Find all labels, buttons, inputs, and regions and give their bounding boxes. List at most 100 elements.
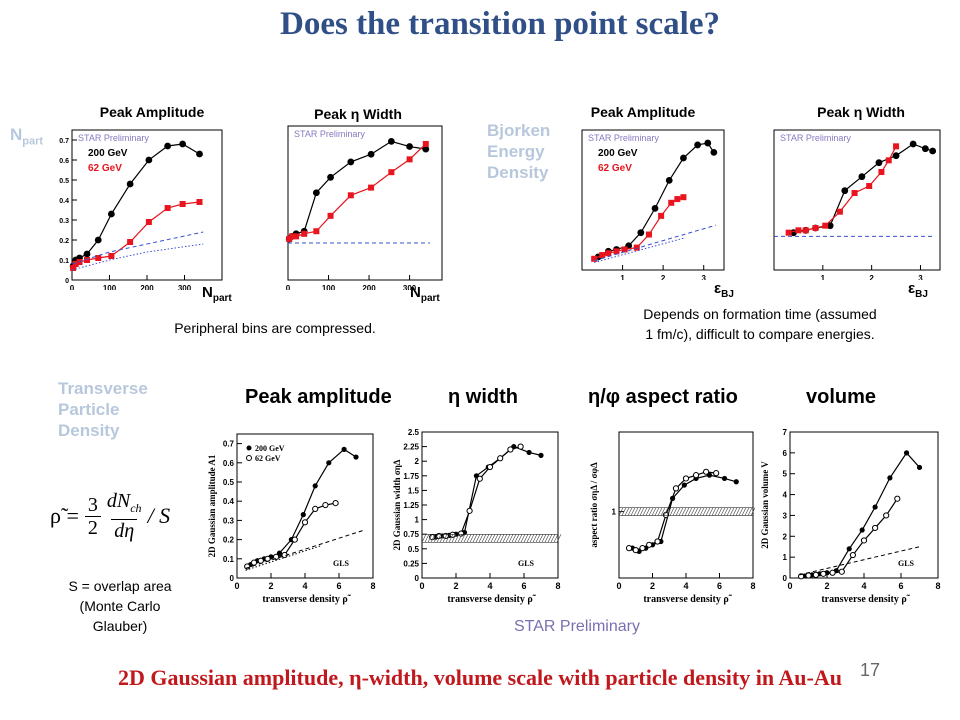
y-tick-label: 0.4 xyxy=(59,198,69,205)
data-point-filled xyxy=(300,512,306,518)
gls-hatch xyxy=(550,534,556,543)
x-tick-label: 6 xyxy=(521,581,526,591)
gls-hatch xyxy=(735,507,741,516)
data-point-open xyxy=(486,463,494,471)
data-point-200gev xyxy=(841,187,849,195)
gls-hatch xyxy=(508,534,514,543)
data-point-200gev xyxy=(875,159,883,167)
gls-hatch xyxy=(732,507,738,516)
y-tick-label: 4 xyxy=(783,491,788,500)
data-point-62gev xyxy=(680,194,687,201)
data-point-62gev xyxy=(327,212,334,219)
data-point-62gev xyxy=(658,212,665,219)
series-line-200-gev xyxy=(250,448,357,566)
data-point-200gev xyxy=(83,250,91,258)
y-tick-label: 0.3 xyxy=(223,516,235,525)
gls-band xyxy=(421,534,562,543)
star-preliminary-label: STAR Preliminary xyxy=(514,618,640,635)
x-axis-label: transverse density ρ̃ xyxy=(821,594,910,605)
data-point-200gev xyxy=(387,138,395,145)
gls-hatch xyxy=(690,507,696,516)
data-point-62gev xyxy=(785,229,792,236)
gls-hatch xyxy=(684,507,690,516)
series-line-62-gev xyxy=(801,498,898,577)
x-label-npart-1: Npart xyxy=(202,284,232,304)
x-tick-label: 0 xyxy=(616,581,621,591)
gls-hatch xyxy=(720,507,726,516)
data-point-200gev xyxy=(892,152,900,160)
gls-hatch xyxy=(654,507,660,516)
reference-curve xyxy=(71,243,204,271)
data-point-62gev xyxy=(795,227,802,234)
legend-marker-filled xyxy=(246,445,252,451)
data-point-open xyxy=(332,500,339,507)
data-point-62gev xyxy=(599,252,606,259)
gls-hatch xyxy=(714,507,720,516)
data-point-filled xyxy=(276,550,283,556)
gls-hatch xyxy=(660,507,666,516)
data-point-200gev xyxy=(94,236,102,244)
data-point-62gev xyxy=(70,265,77,271)
data-point-200gev xyxy=(422,145,430,153)
x-tick-label: 8 xyxy=(370,581,375,591)
gls-hatch xyxy=(505,534,511,543)
col-head-eta-width: η width xyxy=(448,386,518,408)
plot-frame xyxy=(773,129,941,271)
data-point-62gev xyxy=(108,253,115,259)
gls-hatch xyxy=(696,507,702,516)
x-tick-label: 0 xyxy=(419,581,424,591)
data-point-62gev xyxy=(422,140,429,147)
data-point-filled xyxy=(846,546,852,552)
x-tick-label: 8 xyxy=(750,581,755,591)
x-label-ebj-1: εBJ xyxy=(714,280,734,300)
data-point-62gev xyxy=(164,205,171,211)
star-watermark: STAR Preliminary xyxy=(780,133,851,143)
gls-hatch xyxy=(439,534,445,543)
data-point-200gev xyxy=(704,139,712,147)
overlap-area-note: S = overlap area (Monte Carlo Glauber) xyxy=(68,578,172,634)
gls-hatch xyxy=(526,534,532,543)
panel-title-width-ebj: Peak η Width xyxy=(817,104,905,120)
gls-hatch xyxy=(436,534,442,543)
data-point-open xyxy=(860,537,868,544)
gls-hatch xyxy=(744,507,750,516)
col-head-aspect: η/φ aspect ratio xyxy=(588,386,738,408)
gls-hatch xyxy=(642,507,648,516)
plot-width-ebj: 1 2 3 STAR Preliminary xyxy=(773,129,941,280)
gls-hatch xyxy=(547,534,553,543)
plot-amplitude-ebj: 1 2 3 STAR Preliminary 200 GeV 62 GeV xyxy=(581,129,725,280)
data-point-open xyxy=(264,555,271,562)
data-point-200gev xyxy=(694,141,702,149)
data-point-200gev xyxy=(858,173,866,181)
data-point-62gev xyxy=(822,222,829,229)
y-tick-label: 7 xyxy=(783,428,788,437)
data-point-open xyxy=(632,547,639,554)
x-tick-label: 3 xyxy=(701,274,706,280)
data-point-200gev xyxy=(651,205,659,212)
x-tick-label: 3 xyxy=(918,274,923,280)
series-line-200-gev xyxy=(804,451,920,577)
page-number: 17 xyxy=(859,660,880,680)
gls-hatch xyxy=(651,507,657,516)
gls-hatch xyxy=(484,534,490,543)
x-tick-label: 6 xyxy=(717,581,722,591)
y-tick-label: 0 xyxy=(783,574,788,583)
legend-62gev: 62 GeV xyxy=(255,454,281,463)
x-tick-label: 2 xyxy=(869,274,874,280)
y-tick-label: 0.6 xyxy=(59,158,69,165)
gls-hatch xyxy=(481,534,487,543)
x-tick-label: 1 xyxy=(821,274,826,280)
gls-annotation: GLS xyxy=(898,559,915,568)
x-tick-label: 100 xyxy=(103,284,117,290)
x-tick-label: 300 xyxy=(178,284,192,290)
gls-annotation: GLS xyxy=(333,559,350,568)
data-point-open xyxy=(805,572,812,579)
gls-hatch xyxy=(469,534,475,543)
data-point-open xyxy=(672,485,680,492)
x-tick-label: 2 xyxy=(268,581,273,591)
data-point-filled xyxy=(903,450,910,456)
y-tick-label: 0.4 xyxy=(223,497,235,506)
data-point-filled xyxy=(887,475,893,481)
y-tick-label: 0.7 xyxy=(59,138,69,145)
plot-frame xyxy=(287,125,443,281)
